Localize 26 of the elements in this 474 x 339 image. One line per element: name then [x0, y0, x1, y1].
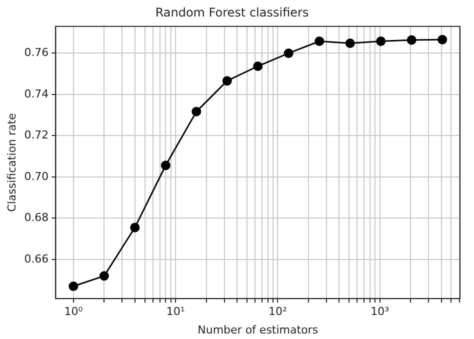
point — [345, 38, 355, 48]
point — [314, 36, 324, 46]
point — [284, 48, 294, 58]
y-tick-label: 0.66 — [24, 252, 49, 266]
x-tick-label: 10² — [268, 305, 287, 318]
y-tick-label: 0.72 — [24, 128, 49, 142]
x-tick-label: 10⁰ — [64, 305, 84, 318]
point — [130, 222, 140, 232]
y-tick-label: 0.70 — [24, 170, 49, 183]
x-tick-label: 10³ — [370, 305, 390, 318]
x-axis-title: Number of estimators — [198, 323, 318, 336]
point — [99, 271, 109, 281]
y-tick-label: 0.68 — [24, 211, 49, 224]
y-axis-title: Classification rate — [5, 112, 18, 212]
point — [376, 36, 386, 46]
point — [192, 106, 202, 116]
point — [406, 35, 416, 45]
chart-title: Random Forest classifiers — [155, 5, 309, 20]
point — [438, 34, 448, 44]
point — [253, 61, 263, 71]
point — [160, 160, 170, 170]
y-tick-label: 0.76 — [24, 46, 49, 60]
x-tick-label: 10¹ — [166, 305, 185, 318]
point — [222, 76, 232, 86]
point — [68, 281, 78, 291]
y-tick-label: 0.74 — [24, 87, 49, 100]
